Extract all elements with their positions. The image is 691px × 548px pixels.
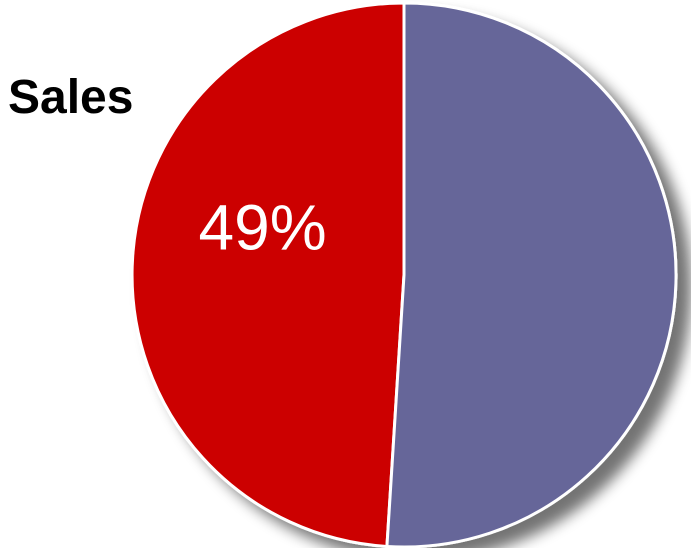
- pie-slice-1: [130, 1, 406, 548]
- pie-slice-label-1: 49%: [199, 192, 327, 264]
- pie-slice-2: [385, 1, 678, 548]
- chart-title: Sales: [8, 71, 134, 124]
